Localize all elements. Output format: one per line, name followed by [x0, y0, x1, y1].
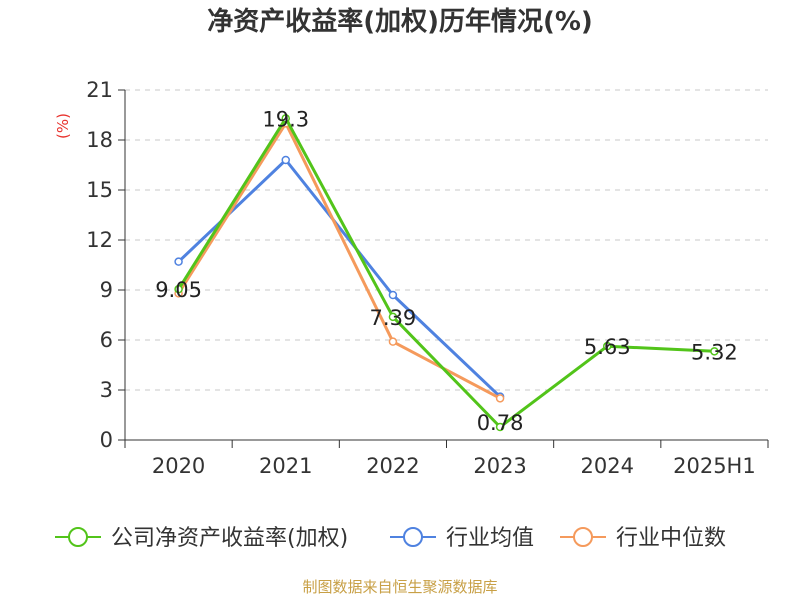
- data-label: 0.78: [477, 411, 524, 435]
- y-tick-label: 9: [100, 278, 113, 302]
- y-tick-label: 18: [86, 128, 113, 152]
- x-tick-label: 2021: [259, 454, 312, 478]
- data-label: 9.05: [155, 278, 202, 302]
- data-point: [603, 341, 612, 351]
- y-tick-label: 6: [100, 328, 113, 352]
- data-point: [281, 114, 290, 123]
- data-labels: 9.05 19.3 7.39 0.78 5.63 5.32: [155, 107, 738, 435]
- legend-label: 公司净资产收益率(加权): [111, 526, 348, 551]
- data-point: [174, 284, 183, 294]
- data-point: [710, 347, 719, 356]
- data-label: 5.32: [691, 340, 738, 364]
- legend-item-2[interactable]: 行业中位数: [560, 526, 726, 551]
- series-line-0: [177, 116, 715, 429]
- grid-lines: [125, 89, 768, 391]
- y-tick-label: 21: [86, 78, 113, 102]
- y-tick-label: 15: [86, 178, 113, 202]
- data-point: [495, 422, 505, 432]
- legend-item-1[interactable]: 行业均值: [390, 526, 534, 551]
- data-point: [388, 337, 398, 346]
- legend-marker-icon: [68, 527, 88, 547]
- y-axis-unit: (%): [54, 113, 72, 139]
- chart-title: 净资产收益率(加权)历年情况(%): [207, 6, 593, 37]
- legend-label: 行业均值: [446, 526, 534, 551]
- y-tick-label: 3: [100, 378, 113, 402]
- series-line-2: [177, 121, 501, 400]
- data-label: 7.39: [370, 306, 417, 330]
- x-tick-label: 2025H1: [673, 454, 756, 478]
- axes: 0 3 6 9 12 15 18 21 2020 2021 2022 2023 2024 2025H1: [86, 78, 769, 478]
- legend-label: 行业中位数: [616, 526, 726, 551]
- data-label: 19.3: [262, 107, 309, 131]
- data-point: [388, 290, 398, 300]
- data-point: [174, 257, 183, 266]
- data-point: [388, 312, 398, 322]
- x-tick-label: 2020: [152, 454, 205, 478]
- legend-marker-icon: [573, 527, 593, 547]
- source-note: 制图数据来自恒生聚源数据库: [302, 578, 497, 596]
- x-tick-label: 2022: [366, 454, 419, 478]
- series-lines: [174, 114, 719, 432]
- y-tick-label: 12: [86, 228, 113, 252]
- data-point: [281, 155, 290, 165]
- data-point: [495, 394, 505, 403]
- legend-marker-icon: [403, 527, 423, 547]
- data-label: 5.63: [584, 335, 631, 359]
- legend-item-0[interactable]: 公司净资产收益率(加权): [55, 526, 348, 551]
- legend[interactable]: 公司净资产收益率(加权) 行业均值 行业中位数: [55, 526, 726, 551]
- x-tick-label: 2024: [581, 454, 634, 478]
- x-tick-label: 2023: [473, 454, 526, 478]
- series-line-1: [177, 158, 502, 398]
- y-tick-label: 0: [100, 428, 113, 452]
